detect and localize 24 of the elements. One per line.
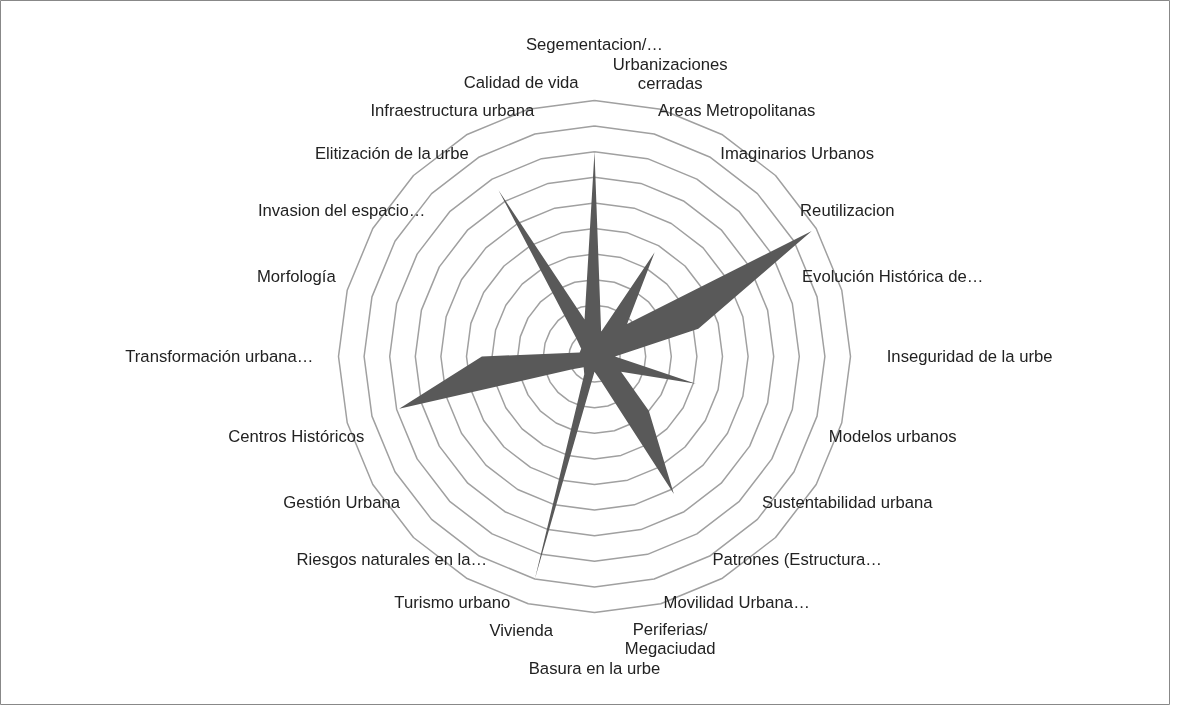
spoke-label: Turismo urbano [394,593,511,613]
spoke-label: Reutilizacion [800,201,895,221]
spoke-label: Riesgos naturales en la… [296,549,488,569]
spoke-label: Sustentabilidad urbana [762,492,934,512]
spoke-label: Segementacion/… [525,35,664,55]
spoke-label: Infraestructura urbana [370,100,536,120]
spoke-label: Calidad de vida [463,73,580,93]
spoke-label: Elitización de la urbe [314,144,469,164]
spoke-label: Movilidad Urbana… [663,593,810,613]
spoke-label: Modelos urbanos [828,426,957,446]
spoke-label: Inseguridad de la urbe [886,347,1053,366]
spoke-label: Periferias/ Megaciudad [624,620,716,659]
spoke-label: Urbanizaciones cerradas [612,54,728,93]
spoke-label: Areas Metropolitanas [657,100,816,120]
spoke-label: Patrones (Estructura… [712,549,882,569]
spoke-label: Vivienda [489,620,554,640]
spoke-label: Centros Históricos [228,426,365,446]
spoke-label: Imaginarios Urbanos [720,144,875,164]
spoke-label: Evolución Histórica de… [801,267,984,287]
spoke-label: Invasion del espacio… [257,201,426,221]
spoke-label: Transformación urbana… [125,347,314,366]
spoke-label: Basura en la urbe [528,658,661,678]
spoke-label: Morfología [256,267,337,287]
spoke-label: Gestión Urbana [283,492,401,512]
